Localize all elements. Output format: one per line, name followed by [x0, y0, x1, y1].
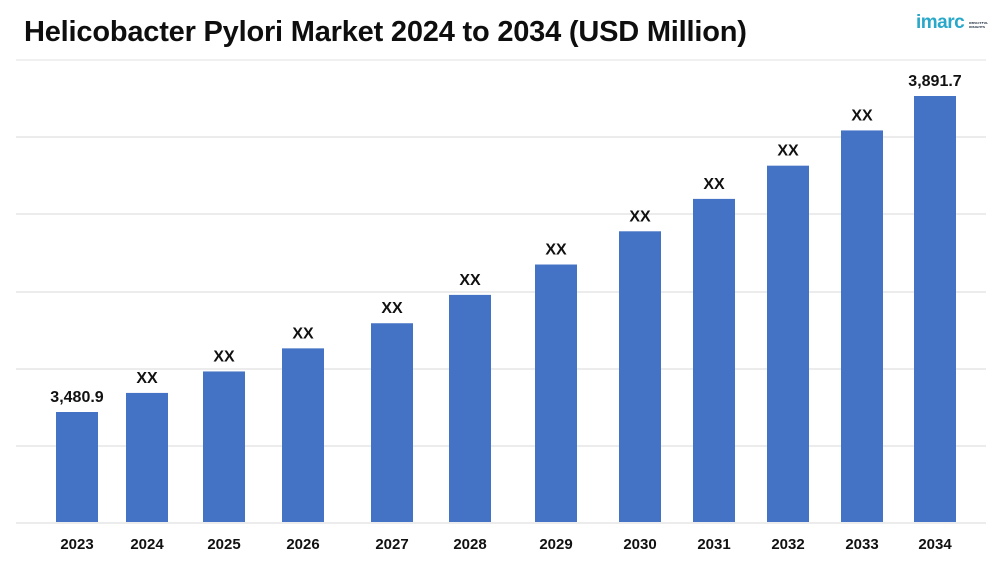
data-label-2026: XX — [292, 325, 314, 342]
bar-2025 — [203, 371, 245, 522]
x-tick-2023: 2023 — [60, 536, 93, 553]
x-tick-2030: 2030 — [623, 536, 656, 553]
bar-2024 — [126, 392, 168, 522]
data-label-2029: XX — [545, 242, 567, 259]
data-label-2030: XX — [629, 208, 651, 225]
x-tick-2028: 2028 — [453, 536, 486, 553]
x-tick-2025: 2025 — [207, 536, 240, 553]
bar-2023 — [56, 412, 98, 522]
x-tick-2034: 2034 — [918, 536, 952, 553]
gridlines — [16, 136, 986, 524]
bar-2027 — [371, 323, 413, 522]
x-tick-2027: 2027 — [375, 536, 408, 553]
bar-2026 — [282, 348, 324, 522]
data-label-2025: XX — [213, 348, 235, 365]
x-tick-2032: 2032 — [771, 536, 804, 553]
x-tick-2026: 2026 — [286, 536, 319, 553]
data-label-2023: 3,480.9 — [50, 389, 103, 406]
data-label-2028: XX — [459, 272, 481, 289]
bar-2029 — [535, 264, 577, 522]
logo-tagline: IMPACTFUL INSIGHTS — [969, 21, 988, 29]
x-tick-2024: 2024 — [130, 536, 164, 553]
logo-wordmark: imarc — [916, 12, 965, 33]
bar-2033 — [841, 130, 883, 522]
data-label-2024: XX — [136, 370, 158, 387]
chart-title: Helicobacter Pylori Market 2024 to 2034 … — [24, 16, 747, 48]
data-label-2027: XX — [381, 300, 403, 317]
bar-2031 — [693, 198, 735, 522]
data-label-2034: 3,891.7 — [908, 73, 961, 90]
x-tick-labels: 2023 2024 2025 2026 2027 2028 2029 2030 2031 2032… — [60, 536, 952, 553]
imarc-logo: imarc IMPACTFUL INSIGHTS — [916, 12, 988, 42]
data-label-2033: XX — [851, 107, 873, 124]
bar-2034 — [914, 96, 956, 522]
data-label-2031: XX — [703, 176, 725, 193]
bars — [56, 96, 956, 522]
x-tick-2029: 2029 — [539, 536, 572, 553]
bar-2030 — [619, 231, 661, 522]
data-labels: 3,480.9 XX XX XX XX XX XX XX XX XX XX 3,891.7 — [50, 73, 961, 406]
x-tick-2031: 2031 — [697, 536, 730, 553]
data-label-2032: XX — [777, 143, 799, 160]
x-tick-2033: 2033 — [845, 536, 878, 553]
bar-2028 — [449, 294, 491, 522]
bar-2032 — [767, 165, 809, 522]
